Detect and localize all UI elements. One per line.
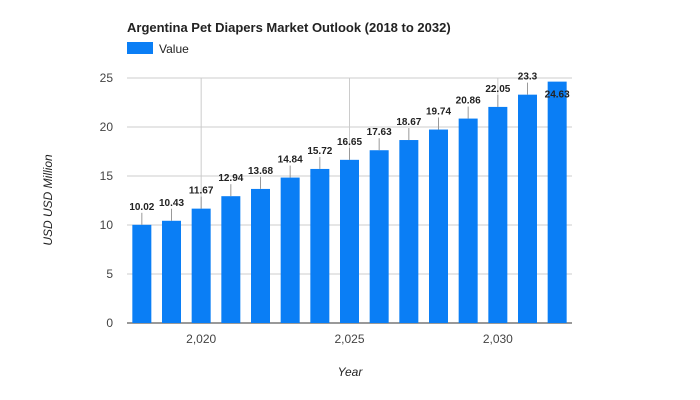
bar: [251, 188, 270, 323]
y-axis-ticks: 0 5 10 15 20 25: [100, 71, 114, 330]
data-label: 15.72: [307, 146, 332, 157]
bar: [221, 196, 241, 323]
data-label: 16.65: [337, 137, 362, 148]
y-tick-label: 20: [100, 120, 114, 134]
bar: [280, 177, 300, 323]
data-label: 24.63: [545, 90, 570, 101]
data-labels: 10.02 10.43 11.67 12.94 13.68 14.84 15.72 16.65…: [129, 72, 570, 225]
bar: [547, 81, 567, 323]
data-label: 11.67: [189, 186, 214, 197]
data-label: 22.05: [485, 84, 510, 95]
bar: [518, 94, 537, 323]
data-label: 13.68: [248, 166, 273, 177]
data-label: 12.94: [218, 173, 243, 184]
x-tick-label: 2,020: [186, 332, 216, 346]
bar: [340, 159, 359, 323]
data-label: 20.86: [456, 96, 481, 107]
data-label: 19.74: [426, 107, 451, 118]
bar: [162, 220, 181, 323]
y-tick-label: 5: [106, 267, 113, 281]
data-label: 10.02: [129, 202, 154, 213]
y-tick-label: 15: [100, 169, 114, 183]
bar: [310, 168, 330, 323]
x-tick-label: 2,025: [334, 332, 364, 346]
x-tick-label: 2,030: [483, 332, 513, 346]
x-axis-ticks: 2,020 2,025 2,030: [186, 332, 513, 346]
x-axis-title: Year: [338, 365, 364, 379]
bars: [132, 81, 567, 324]
bar: [399, 140, 419, 323]
legend-label: Value: [159, 42, 189, 56]
chart-title: Argentina Pet Diapers Market Outlook (20…: [127, 20, 451, 35]
bar: [132, 224, 152, 323]
legend-swatch: [127, 42, 153, 54]
y-axis-title: USD USD Million: [41, 154, 55, 246]
y-tick-label: 0: [106, 316, 113, 330]
y-tick-label: 10: [100, 218, 114, 232]
data-label: 14.84: [278, 155, 303, 166]
legend: Value: [127, 42, 189, 56]
bar: [488, 106, 508, 323]
bar: [429, 129, 448, 323]
bar: [458, 118, 478, 324]
data-label: 23.3: [518, 72, 538, 83]
y-tick-label: 25: [100, 71, 114, 85]
data-label: 18.67: [396, 117, 421, 128]
data-label: 17.63: [367, 127, 392, 138]
bar: [369, 150, 389, 323]
bar: [191, 208, 211, 323]
data-label: 10.43: [159, 198, 184, 209]
